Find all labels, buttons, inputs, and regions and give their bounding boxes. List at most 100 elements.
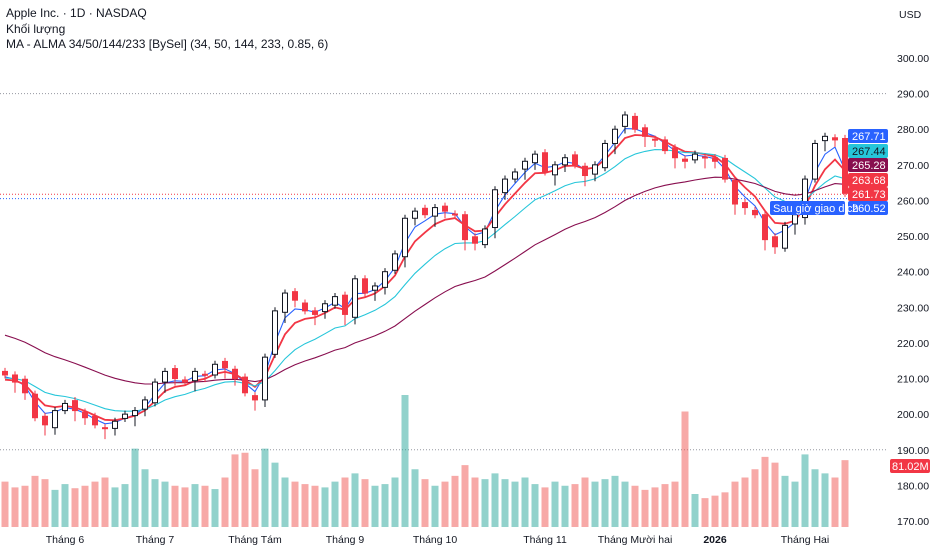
volume-bar: [661, 484, 669, 527]
candle-body: [492, 189, 498, 229]
volume-bar: [401, 395, 409, 527]
candle-body: [712, 157, 718, 162]
ma-line-alma-34: [4, 128, 846, 425]
candle-body: [132, 410, 138, 417]
candle: [2, 367, 8, 379]
volume-bar: [411, 469, 419, 527]
candle-body: [662, 139, 668, 152]
volume-bar: [611, 475, 619, 527]
candle-body: [312, 310, 318, 315]
candle: [642, 124, 648, 148]
candle-body: [522, 160, 528, 170]
candle-body: [832, 137, 838, 141]
candle: [162, 367, 168, 393]
y-tick-label: 300.00: [897, 53, 929, 65]
x-tick-label: Tháng 7: [136, 534, 175, 546]
y-tick-label: 290.00: [897, 89, 929, 101]
volume-bar: [201, 485, 209, 527]
candle-body: [22, 378, 28, 394]
volume-bar: [481, 479, 489, 527]
candle: [392, 250, 398, 274]
candle-body: [252, 395, 258, 401]
candle-body: [432, 207, 438, 217]
candle: [252, 392, 258, 411]
volume-bar: [531, 484, 539, 527]
candle: [212, 360, 218, 379]
volume-bar: [391, 477, 399, 527]
candle-body: [422, 207, 428, 216]
candle: [752, 206, 758, 219]
candle: [512, 168, 518, 183]
volume-bar: [561, 485, 569, 527]
volume-bar: [541, 487, 549, 527]
x-tick-label: Tháng 11: [523, 534, 567, 546]
volume-bar: [191, 484, 199, 527]
volume-bar: [351, 473, 359, 527]
candle-body: [722, 157, 728, 180]
candle: [572, 151, 578, 169]
candle: [722, 154, 728, 183]
candle-body: [672, 147, 678, 159]
candle: [772, 233, 778, 254]
candle-body: [212, 363, 218, 376]
candle: [142, 396, 148, 417]
volume-bar: [61, 484, 69, 527]
candle: [842, 134, 848, 197]
candle-body: [62, 402, 68, 412]
candle: [492, 186, 498, 239]
candle: [442, 202, 448, 219]
candle: [132, 407, 138, 427]
candle: [622, 111, 628, 134]
candle: [152, 378, 158, 407]
volume-bar: [451, 475, 459, 527]
symbol-title[interactable]: Apple Inc. · 1D · NASDAQ: [6, 6, 147, 20]
volume-bar: [471, 477, 479, 527]
ma-indicator-label[interactable]: MA - ALMA 34/50/144/233 [BySel] (34, 50,…: [6, 37, 329, 51]
candle: [742, 199, 748, 215]
candle-body: [262, 356, 268, 401]
volume-bar: [621, 481, 629, 527]
candle-body: [242, 376, 248, 394]
volume-indicator-label[interactable]: Khối lượng: [6, 21, 66, 36]
candle-body: [482, 228, 488, 246]
candle-body: [752, 209, 758, 216]
candle-body: [12, 374, 18, 383]
candle: [582, 162, 588, 187]
volume-bar: [741, 477, 749, 527]
candle-body: [612, 128, 618, 144]
candle-body: [602, 142, 608, 169]
candle-body: [372, 285, 378, 291]
price-label-bg: [848, 158, 888, 172]
candle: [632, 112, 638, 133]
x-tick-label: Tháng Hai: [781, 534, 829, 546]
volume-bar: [771, 462, 779, 527]
volume-bar: [421, 479, 429, 527]
volume-bar: [371, 485, 379, 527]
candle-body: [82, 411, 88, 419]
candle-body: [742, 202, 748, 209]
candle: [362, 275, 368, 297]
candle: [292, 288, 298, 308]
volume-bar: [211, 489, 219, 527]
volume-bar: [671, 481, 679, 527]
candle: [232, 365, 238, 386]
volume-bar: [51, 489, 59, 527]
x-tick-label: Tháng 6: [46, 534, 85, 546]
candle-body: [152, 381, 158, 404]
volume-bar: [221, 477, 229, 527]
candle: [482, 225, 488, 249]
candle: [302, 299, 308, 315]
candle-body: [102, 427, 108, 430]
y-tick-label: 200.00: [897, 409, 929, 421]
volume-bar: [461, 465, 469, 527]
price-label: 263.68: [852, 175, 886, 187]
volume-bar: [591, 481, 599, 527]
candle-body: [792, 214, 798, 225]
candle: [172, 365, 178, 386]
price-label: 267.44: [852, 146, 886, 158]
candle-body: [762, 214, 768, 241]
volume-bar: [831, 477, 839, 527]
candle-body: [292, 291, 298, 301]
candle-body: [632, 115, 638, 130]
